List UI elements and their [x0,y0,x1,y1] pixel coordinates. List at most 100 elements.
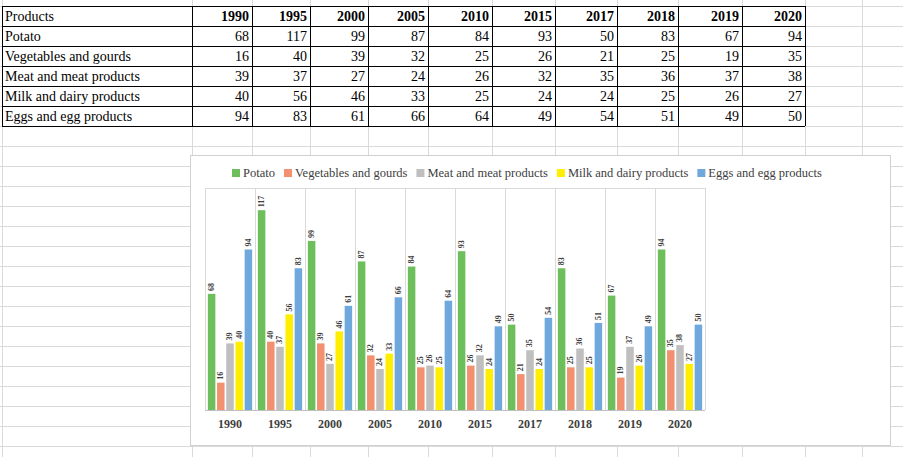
table-header-cell: 2018 [647,9,675,24]
table-cell: 24 [538,89,552,104]
data-label: 26 [635,355,644,363]
data-label: 94 [244,238,253,246]
table-border [2,26,805,27]
data-label: 49 [494,315,503,323]
category-separator [505,188,506,410]
data-label: 54 [544,307,553,315]
bar [345,306,353,410]
bar [445,301,453,410]
sheet-col-line [2,0,3,457]
data-label: 64 [444,290,453,298]
table-border [310,6,311,126]
category-separator [455,188,456,410]
legend: PotatoVegetables and gourdsMeat and meat… [232,166,822,180]
data-label: 117 [257,196,266,208]
table-cell: 67 [725,29,739,44]
sheet-row-line [0,46,903,47]
bar [308,241,316,410]
table-cell: 37 [725,69,739,84]
table-cell: 49 [725,109,739,124]
data-label: 35 [526,339,535,347]
bar [545,318,553,410]
table-cell: 33 [411,89,425,104]
data-label: 39 [226,332,235,340]
category-separator [705,188,706,410]
table-cell: 39 [351,49,365,64]
table-cell: 94 [788,29,802,44]
data-label: 94 [657,238,666,246]
bar [276,347,284,410]
table-header-cell: 2015 [524,9,552,24]
bar [285,314,293,410]
sheet-row-line [0,446,903,447]
category-separator [605,188,606,410]
table-cell: 83 [661,29,675,44]
legend-label: Meat and meat products [427,166,548,180]
x-tick-label: 2019 [618,417,642,431]
table-header-cell: 2005 [397,9,425,24]
bar [476,355,484,410]
table-cell: 50 [600,29,614,44]
x-tick-label: 2015 [468,417,492,431]
data-label: 25 [435,356,444,364]
table-cell: 117 [287,29,307,44]
bar [258,210,266,410]
data-label: 26 [426,355,435,363]
bar [395,297,403,410]
table-cell: 36 [661,69,675,84]
data-label: 83 [294,257,303,265]
table-header-cell: 2017 [586,9,614,24]
table-border [2,46,805,47]
legend-swatch [232,169,240,177]
chart: 6811799878493508367941640393225262125193… [191,156,891,446]
x-tick-label: 2017 [518,417,542,431]
sheet-grid [0,0,903,457]
bar [585,367,593,410]
table-cell: 46 [351,89,365,104]
bar [358,261,366,410]
legend-label: Milk and dairy products [568,166,689,180]
table-cell: 37 [293,69,307,84]
bar [458,251,466,410]
table-cell: 93 [538,29,552,44]
bar [208,294,216,410]
bar [635,366,643,410]
bar [667,350,675,410]
table-cell: 25 [661,49,675,64]
table-header-cell: Products [5,9,54,24]
table-cell: 32 [538,69,552,84]
bar [245,249,253,410]
table-border [2,6,805,7]
bar [558,268,566,410]
table-border [2,126,805,127]
data-label: 25 [585,356,594,364]
bar [608,296,616,410]
table-cell: 64 [475,109,489,124]
table-header-cell: 2020 [774,9,802,24]
bar [526,350,534,410]
category-separator [205,188,206,410]
table-cell: 49 [538,109,552,124]
category-separator [405,188,406,410]
bar [685,364,693,410]
bar [335,331,343,410]
data-label: 67 [607,285,616,293]
table-cell: 99 [351,29,365,44]
table-cell: 26 [538,49,552,64]
bar [317,343,325,410]
chart-area [191,156,891,446]
bar [367,355,375,410]
data-label: 66 [394,286,403,294]
sheet-row-line [0,6,903,7]
bar [326,364,334,410]
table-cell: 19 [725,49,739,64]
data-label: 46 [335,320,344,328]
table-cell: Vegetables and gourds [5,49,131,64]
x-tick-label: 2010 [418,417,442,431]
table-cell: 61 [351,109,365,124]
x-tick-label: 2020 [668,417,692,431]
sheet-row-line [0,106,903,107]
bar [485,369,493,410]
table-border [617,6,618,126]
data-label: 25 [566,356,575,364]
